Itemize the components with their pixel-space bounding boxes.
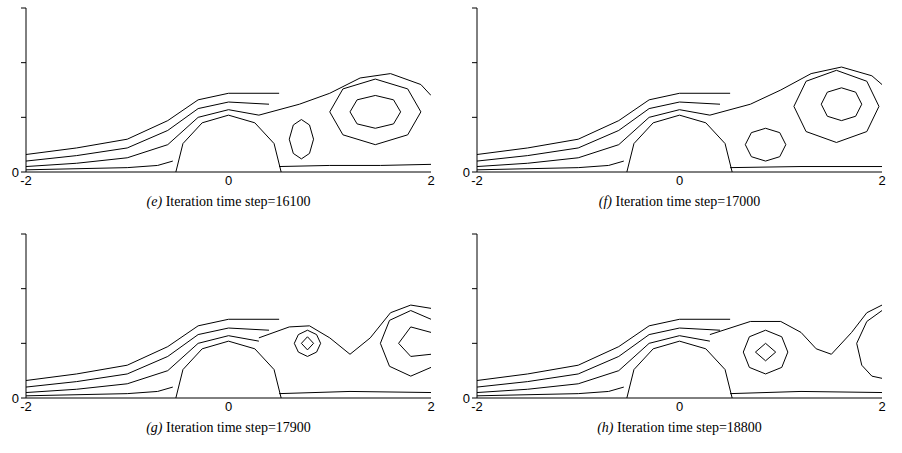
svg-text:2: 2	[878, 173, 885, 188]
svg-text:-2: -2	[471, 173, 483, 188]
svg-text:2: 2	[878, 399, 885, 414]
svg-text:0: 0	[225, 399, 232, 414]
svg-text:0: 0	[12, 391, 19, 406]
svg-text:-2: -2	[20, 173, 32, 188]
html-text:(h) Iteration time step=18800: (h) Iteration time step=18800	[597, 420, 762, 435]
svg-text:0: 0	[225, 173, 232, 188]
svg-text:0: 0	[676, 173, 683, 188]
svg-text:0: 0	[463, 165, 470, 180]
html-text:(e) Iteration time step=16100: (e) Iteration time step=16100	[146, 194, 311, 209]
svg-text:2: 2	[427, 399, 434, 414]
svg-text:-2: -2	[471, 399, 483, 414]
svg-text:-2: -2	[20, 399, 32, 414]
svg-text:0: 0	[676, 399, 683, 414]
html-text:(f) Iteration time step=17000: (f) Iteration time step=17000	[598, 194, 761, 209]
html-text:(g) Iteration time step=17900: (g) Iteration time step=17900	[146, 420, 311, 435]
svg-text:2: 2	[427, 173, 434, 188]
svg-text:0: 0	[12, 165, 19, 180]
svg-text:0: 0	[463, 391, 470, 406]
